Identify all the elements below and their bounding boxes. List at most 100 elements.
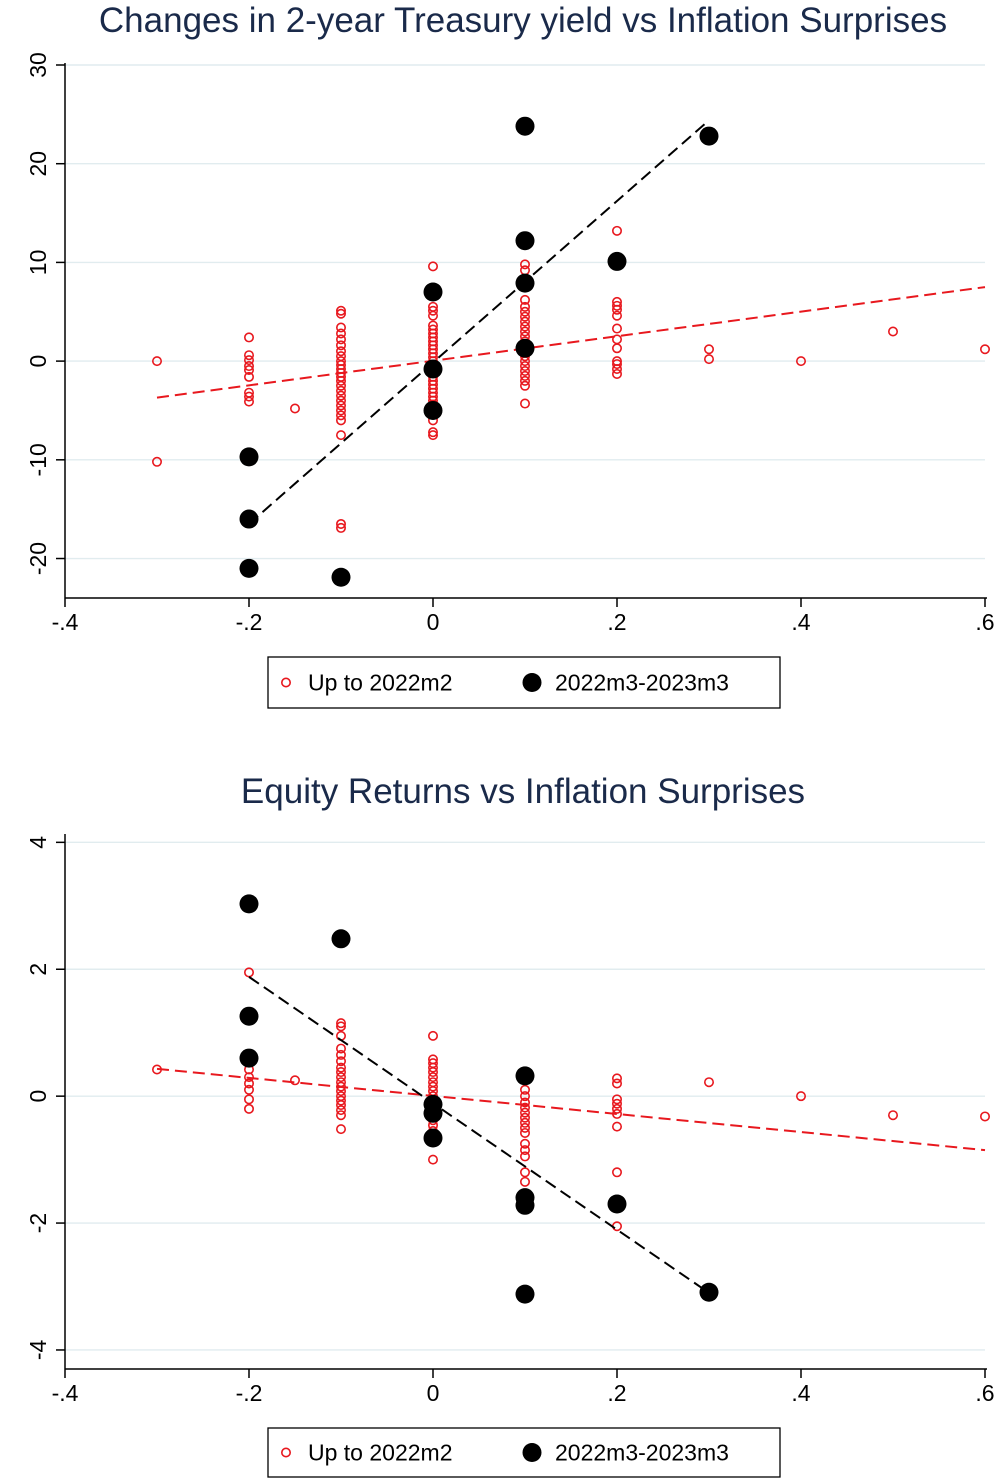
x-tick-label: .6 [975, 609, 994, 635]
x-tick-label: .2 [607, 609, 626, 635]
point-up-to-2022m2 [611, 1121, 622, 1132]
point-2022m3-2023m3 [423, 282, 443, 302]
x-tick-label: 0 [427, 1380, 440, 1406]
x-tick-label: .4 [791, 609, 810, 635]
point-up-to-2022m2 [152, 456, 163, 467]
point-up-to-2022m2 [244, 396, 255, 407]
point-2022m3-2023m3 [515, 338, 535, 358]
y-tick-label: -10 [25, 443, 51, 476]
point-up-to-2022m2 [244, 371, 255, 382]
legend: Up to 2022m2 2022m3-2023m3 [267, 656, 781, 709]
y-tick-label: -20 [25, 542, 51, 575]
point-2022m3-2023m3 [423, 1103, 443, 1123]
point-up-to-2022m2 [335, 522, 346, 533]
point-up-to-2022m2 [244, 355, 255, 366]
point-up-to-2022m2 [335, 380, 346, 391]
y-tick-label: 2 [25, 963, 51, 976]
point-up-to-2022m2 [335, 415, 346, 426]
point-up-to-2022m2 [335, 430, 346, 441]
point-up-to-2022m2 [244, 1084, 255, 1095]
x-tick-label: -.2 [236, 609, 263, 635]
point-up-to-2022m2 [611, 310, 622, 321]
point-up-to-2022m2 [244, 967, 255, 978]
point-up-to-2022m2 [335, 405, 346, 416]
point-up-to-2022m2 [244, 1103, 255, 1114]
point-up-to-2022m2 [519, 1127, 530, 1138]
point-up-to-2022m2 [519, 1167, 530, 1178]
point-up-to-2022m2 [152, 356, 163, 367]
x-tick-label: .6 [975, 1380, 994, 1406]
point-2022m3-2023m3 [515, 273, 535, 293]
point-up-to-2022m2 [611, 323, 622, 334]
point-2022m3-2023m3 [423, 400, 443, 420]
point-up-to-2022m2 [427, 427, 438, 438]
point-up-to-2022m2 [427, 1067, 438, 1078]
point-2022m3-2023m3 [699, 1282, 719, 1302]
point-2022m3-2023m3 [423, 359, 443, 379]
x-tick-label: 0 [427, 609, 440, 635]
point-up-to-2022m2 [335, 340, 346, 351]
point-up-to-2022m2 [427, 1081, 438, 1092]
point-up-to-2022m2 [335, 346, 346, 357]
point-up-to-2022m2 [519, 301, 530, 312]
point-up-to-2022m2 [611, 304, 622, 315]
panel-equity-returns: Equity Returns vs Inflation Surprises-4-… [25, 772, 995, 1478]
point-up-to-2022m2 [519, 1091, 530, 1102]
point-up-to-2022m2 [519, 326, 530, 337]
point-up-to-2022m2 [519, 365, 530, 376]
point-2022m3-2023m3 [331, 929, 351, 949]
point-up-to-2022m2 [427, 305, 438, 316]
point-up-to-2022m2 [335, 1100, 346, 1111]
point-2022m3-2023m3 [239, 447, 259, 467]
point-up-to-2022m2 [519, 1107, 530, 1118]
point-up-to-2022m2 [795, 356, 806, 367]
y-tick-label: 0 [25, 1090, 51, 1103]
point-up-to-2022m2 [244, 1078, 255, 1089]
point-up-to-2022m2 [335, 395, 346, 406]
point-up-to-2022m2 [611, 1167, 622, 1178]
point-2022m3-2023m3 [607, 251, 627, 271]
point-up-to-2022m2 [289, 403, 300, 414]
point-up-to-2022m2 [979, 1111, 990, 1122]
point-up-to-2022m2 [335, 1062, 346, 1073]
point-2022m3-2023m3 [515, 231, 535, 251]
legend-label-up-to-2022m2: Up to 2022m2 [308, 1440, 452, 1466]
point-up-to-2022m2 [887, 326, 898, 337]
point-up-to-2022m2 [335, 328, 346, 339]
point-up-to-2022m2 [335, 400, 346, 411]
point-up-to-2022m2 [427, 1072, 438, 1083]
point-up-to-2022m2 [244, 332, 255, 343]
point-up-to-2022m2 [611, 1078, 622, 1089]
y-tick-label: 20 [25, 151, 51, 177]
point-up-to-2022m2 [519, 1117, 530, 1128]
legend-label-2022m3-2023m3: 2022m3-2023m3 [555, 670, 729, 696]
point-2022m3-2023m3 [515, 1284, 535, 1304]
legend-marker-2022m3-2023m3 [522, 1443, 542, 1462]
point-2022m3-2023m3 [699, 126, 719, 146]
legend-marker-up-to-2022m2 [280, 1447, 291, 1458]
fit-line-2022m3-2023m3 [248, 119, 710, 525]
x-tick-label: -.2 [236, 1380, 263, 1406]
point-up-to-2022m2 [335, 1095, 346, 1106]
point-up-to-2022m2 [335, 308, 346, 319]
point-up-to-2022m2 [335, 334, 346, 345]
point-up-to-2022m2 [519, 311, 530, 322]
point-2022m3-2023m3 [515, 1195, 535, 1215]
point-2022m3-2023m3 [515, 1066, 535, 1086]
x-tick-label: .2 [607, 1380, 626, 1406]
point-up-to-2022m2 [335, 1043, 346, 1054]
point-2022m3-2023m3 [239, 894, 259, 914]
point-up-to-2022m2 [519, 259, 530, 270]
point-up-to-2022m2 [335, 1021, 346, 1032]
legend-label-2022m3-2023m3: 2022m3-2023m3 [555, 1440, 729, 1466]
point-up-to-2022m2 [611, 343, 622, 354]
point-up-to-2022m2 [519, 1151, 530, 1162]
point-up-to-2022m2 [289, 1075, 300, 1086]
point-up-to-2022m2 [244, 391, 255, 402]
point-up-to-2022m2 [519, 294, 530, 305]
point-up-to-2022m2 [519, 1176, 530, 1187]
point-2022m3-2023m3 [515, 116, 535, 136]
point-up-to-2022m2 [519, 321, 530, 332]
point-up-to-2022m2 [611, 1098, 622, 1109]
